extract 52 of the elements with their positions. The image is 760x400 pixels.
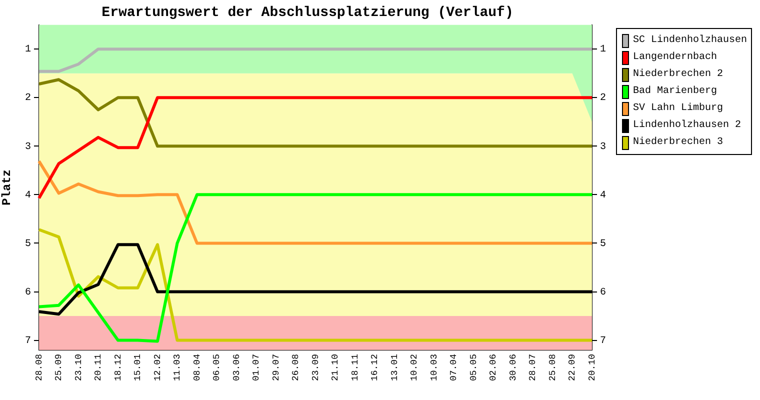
x-tick-label: 08.04 xyxy=(192,354,202,382)
x-tick-label: 25.09 xyxy=(54,354,64,382)
x-tick-label: 28.08 xyxy=(34,354,44,382)
legend-label: Langendernbach xyxy=(633,52,718,63)
y-tick-label: 4 xyxy=(24,190,31,202)
legend-label: Bad Marienberg xyxy=(633,86,718,97)
y2-tick-label: 4 xyxy=(600,190,606,202)
x-tick-label: 16.12 xyxy=(370,354,380,382)
x-tick-label: 05.05 xyxy=(468,354,479,382)
x-tick-label: 20.11 xyxy=(94,354,104,382)
x-tick-label: 10.02 xyxy=(410,354,420,382)
x-tick-label: 21.10 xyxy=(330,354,341,382)
y2-tick-label: 7 xyxy=(600,336,606,347)
y2-tick-label: 2 xyxy=(600,93,606,104)
legend-label: Niederbrechen 2 xyxy=(633,69,724,80)
y2-tick-label: 6 xyxy=(600,287,606,298)
legend-label: SC Lindenholzhausen xyxy=(633,35,748,46)
legend-label: Niederbrechen 3 xyxy=(633,137,724,148)
y2-tick-label: 5 xyxy=(600,238,606,250)
x-tick-label: 18.11 xyxy=(350,354,360,382)
y-tick-label: 5 xyxy=(24,238,31,250)
x-tick-label: 29.07 xyxy=(271,354,282,382)
y-tick-label: 3 xyxy=(24,142,31,153)
x-tick-label: 12.02 xyxy=(152,354,163,382)
x-tick-label: 18.12 xyxy=(113,354,124,382)
y-tick-label: 1 xyxy=(24,44,31,56)
x-tick-label: 07.04 xyxy=(449,354,460,382)
x-tick-label: 20.10 xyxy=(587,354,598,382)
x-tick-label: 06.05 xyxy=(212,354,222,382)
y-axis-title: Platz xyxy=(0,169,14,206)
x-tick-label: 25.08 xyxy=(548,354,558,382)
y-tick-label: 7 xyxy=(24,336,31,347)
legend-label: SV Lahn Limburg xyxy=(633,103,724,114)
legend-label: Lindenholzhausen 2 xyxy=(633,120,742,131)
x-tick-label: 22.09 xyxy=(568,354,578,382)
x-tick-label: 10.03 xyxy=(429,354,440,382)
x-tick-label: 23.10 xyxy=(74,354,84,382)
x-tick-label: 15.01 xyxy=(133,354,144,382)
x-tick-label: 26.08 xyxy=(291,354,302,382)
y2-tick-label: 1 xyxy=(600,44,606,56)
y-tick-label: 2 xyxy=(24,93,31,104)
chart-title: Erwartungswert der Abschlussplatzierung (Verlauf) xyxy=(102,4,514,21)
x-tick-label: 23.09 xyxy=(310,354,321,382)
y2-tick-label: 3 xyxy=(600,142,606,153)
x-tick-label: 01.07 xyxy=(252,354,262,382)
x-tick-label: 11.03 xyxy=(172,354,183,382)
x-tick-label: 13.01 xyxy=(390,354,400,382)
x-tick-label: 03.06 xyxy=(232,354,242,382)
y-tick-label: 6 xyxy=(24,287,31,298)
x-tick-label: 30.06 xyxy=(508,354,518,382)
x-tick-label: 28.07 xyxy=(528,354,538,382)
x-tick-label: 02.06 xyxy=(488,354,499,382)
